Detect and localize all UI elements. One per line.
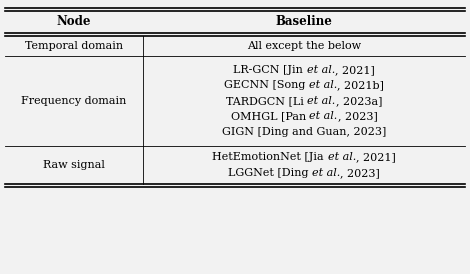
Text: GECNN [Song: GECNN [Song — [224, 81, 309, 90]
Text: et al.: et al. — [306, 65, 335, 75]
Text: All except the below: All except the below — [247, 41, 361, 51]
Text: et al.: et al. — [312, 168, 340, 178]
Text: TARDGCN [Li: TARDGCN [Li — [226, 96, 307, 106]
Text: Raw signal: Raw signal — [43, 160, 105, 170]
Text: Frequency domain: Frequency domain — [21, 96, 127, 106]
Text: et al.: et al. — [307, 96, 336, 106]
Text: Baseline: Baseline — [275, 16, 332, 28]
Text: , 2023a]: , 2023a] — [336, 96, 382, 106]
Text: LGGNet [Ding: LGGNet [Ding — [228, 168, 312, 178]
Text: HetEmotionNet [Jia: HetEmotionNet [Jia — [212, 152, 328, 162]
Text: , 2021]: , 2021] — [335, 65, 375, 75]
Text: , 2021b]: , 2021b] — [337, 81, 384, 90]
Text: et al.: et al. — [309, 81, 337, 90]
Text: , 2021]: , 2021] — [356, 152, 396, 162]
Text: , 2023]: , 2023] — [337, 112, 377, 121]
Text: , 2023]: , 2023] — [340, 168, 380, 178]
Text: Node: Node — [57, 16, 91, 28]
Text: GIGN [Ding and Guan, 2023]: GIGN [Ding and Guan, 2023] — [222, 127, 386, 137]
Text: Temporal domain: Temporal domain — [25, 41, 123, 51]
Text: OMHGL [Pan: OMHGL [Pan — [231, 112, 309, 121]
Text: LR-GCN [Jin: LR-GCN [Jin — [233, 65, 306, 75]
Text: et al.: et al. — [328, 152, 356, 162]
Text: et al.: et al. — [309, 112, 337, 121]
